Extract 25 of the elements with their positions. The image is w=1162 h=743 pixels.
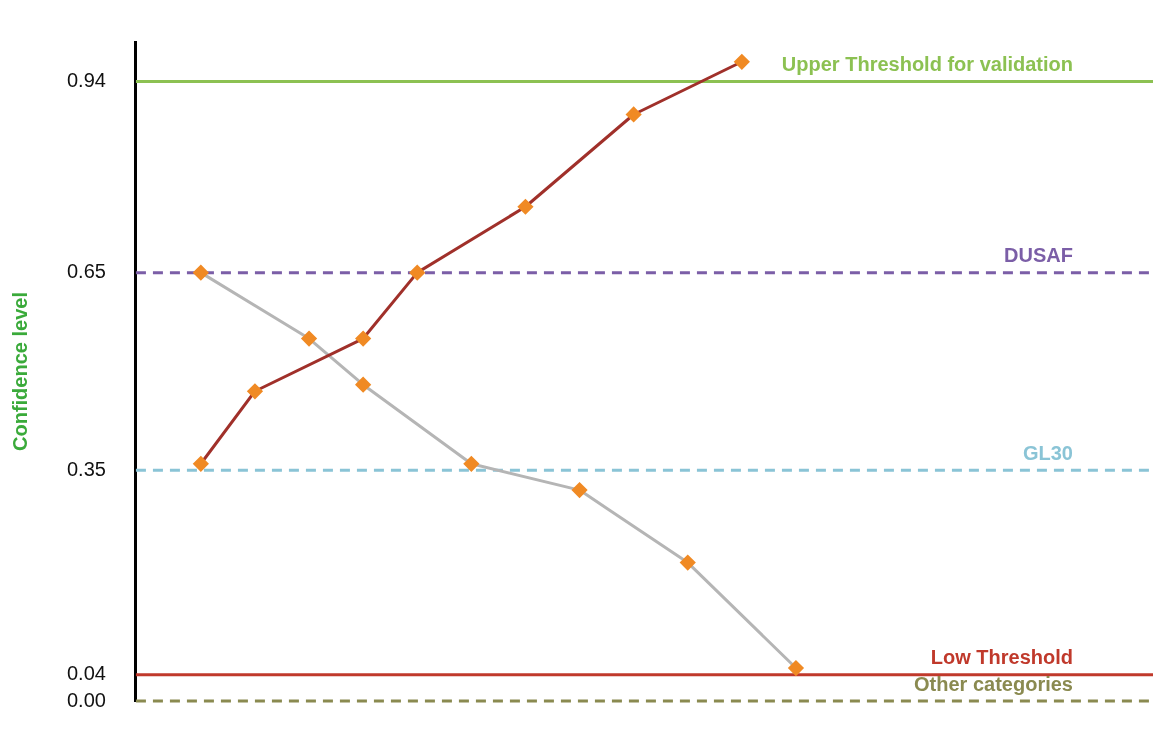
point bbox=[355, 331, 371, 347]
y-axis-title: Confidence level bbox=[8, 292, 31, 451]
point bbox=[463, 456, 479, 472]
y-tick-label: 0.65 bbox=[66, 260, 106, 283]
ref-line-label: GL30 bbox=[1022, 441, 1073, 464]
point bbox=[788, 660, 804, 676]
ref-line-label: Low Threshold bbox=[930, 646, 1073, 669]
point bbox=[193, 265, 209, 281]
point bbox=[572, 482, 588, 498]
y-tick-label: 0.35 bbox=[66, 457, 106, 480]
y-tick-label: 0.94 bbox=[66, 69, 106, 92]
y-tick-label: 0.04 bbox=[66, 662, 106, 685]
ref-line-label: DUSAF bbox=[1004, 244, 1073, 267]
point bbox=[626, 106, 642, 122]
point bbox=[355, 377, 371, 393]
point bbox=[680, 555, 696, 571]
point bbox=[409, 265, 425, 281]
point bbox=[734, 54, 750, 70]
point bbox=[301, 331, 317, 347]
point bbox=[517, 199, 533, 215]
point bbox=[193, 456, 209, 472]
point bbox=[247, 383, 263, 399]
y-tick-label: 0.00 bbox=[66, 688, 106, 711]
ref-line-label: Other categories bbox=[914, 672, 1073, 695]
ref-line-label: Upper Threshold for validation bbox=[781, 53, 1073, 76]
